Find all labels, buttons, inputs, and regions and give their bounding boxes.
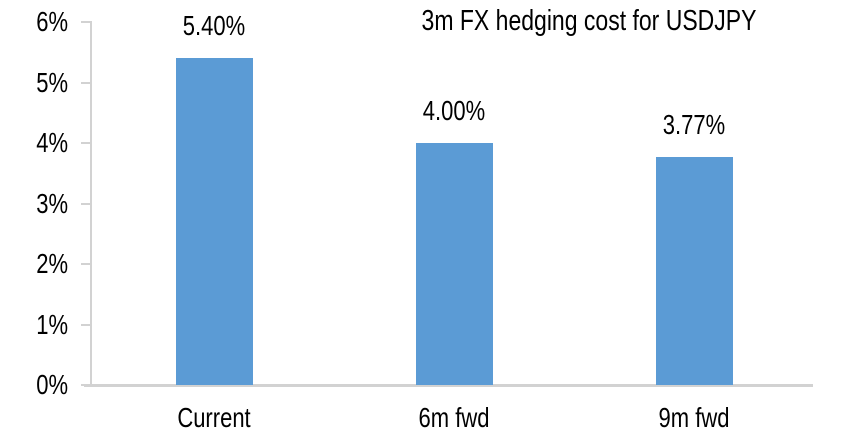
data-label-text: 3.77% bbox=[662, 108, 726, 140]
y-tick-label-text: 6% bbox=[36, 5, 68, 37]
y-tick-label: 3% bbox=[0, 187, 68, 218]
y-tick-label-text: 1% bbox=[36, 308, 68, 340]
chart-title-text: 3m FX hedging cost for USDJPY bbox=[421, 3, 757, 37]
category-label: 6m fwd bbox=[374, 402, 534, 433]
data-label: 3.77% bbox=[614, 109, 774, 140]
category-label-text: 6m fwd bbox=[418, 401, 490, 433]
y-axis-tick bbox=[81, 202, 92, 205]
y-axis-tick bbox=[81, 142, 92, 144]
y-tick-label-text: 0% bbox=[36, 368, 68, 400]
category-label-text: Current bbox=[177, 401, 251, 433]
y-axis-tick bbox=[81, 323, 92, 326]
data-label-text: 4.00% bbox=[422, 94, 486, 126]
y-axis-tick bbox=[81, 21, 92, 23]
y-tick-label: 0% bbox=[0, 369, 68, 400]
y-tick-label: 1% bbox=[0, 308, 68, 339]
data-label: 4.00% bbox=[374, 95, 534, 126]
bar bbox=[176, 58, 253, 385]
y-tick-label-text: 5% bbox=[36, 66, 68, 98]
y-tick-label: 4% bbox=[0, 127, 68, 158]
y-axis-tick bbox=[81, 384, 92, 386]
y-tick-label-text: 3% bbox=[36, 187, 68, 219]
data-label-text: 5.40% bbox=[182, 9, 246, 41]
y-tick-label: 2% bbox=[0, 248, 68, 279]
category-label: Current bbox=[134, 402, 294, 433]
y-tick-label-text: 4% bbox=[36, 126, 68, 158]
y-tick-label: 6% bbox=[0, 6, 68, 37]
y-tick-label-text: 2% bbox=[36, 247, 68, 279]
bar bbox=[656, 156, 733, 385]
bar bbox=[416, 143, 493, 385]
y-tick-label: 5% bbox=[0, 66, 68, 97]
chart-title: 3m FX hedging cost for USDJPY bbox=[389, 4, 789, 37]
data-label: 5.40% bbox=[134, 10, 294, 41]
category-label-text: 9m fwd bbox=[658, 401, 730, 433]
x-axis-line bbox=[84, 384, 813, 387]
y-axis-tick bbox=[81, 81, 92, 84]
y-axis-tick bbox=[81, 263, 92, 265]
category-label: 9m fwd bbox=[614, 402, 774, 433]
